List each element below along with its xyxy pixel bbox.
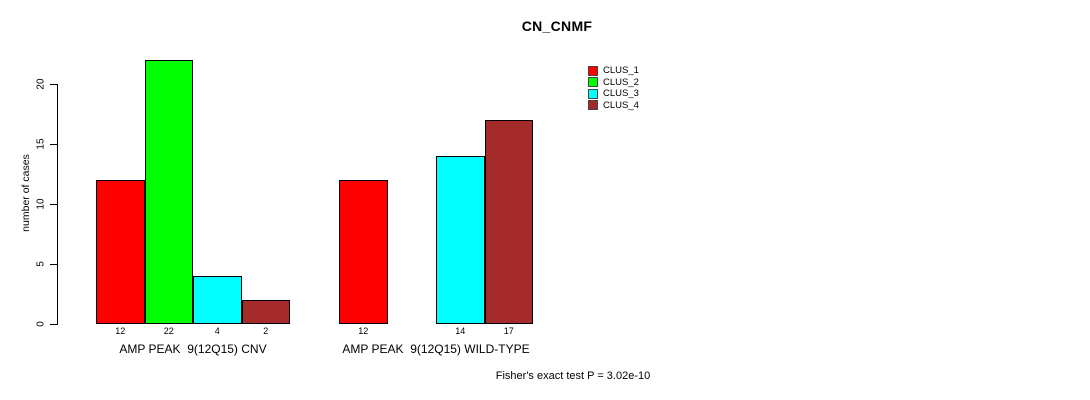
y-axis-tick <box>50 143 57 145</box>
y-axis-tick <box>50 323 57 325</box>
y-axis-tick-label: 20 <box>35 78 47 90</box>
bar-value-label: 12 <box>358 326 369 336</box>
y-axis-tick <box>50 83 57 85</box>
legend-label: CLUS_1 <box>603 65 639 77</box>
legend-item-clus_1: CLUS_1 <box>588 65 639 77</box>
y-axis-line <box>57 83 58 325</box>
legend-label: CLUS_2 <box>603 76 639 88</box>
legend-label: CLUS_4 <box>603 99 639 111</box>
y-axis-tick-label: 0 <box>35 321 47 327</box>
bar-value-label: 4 <box>214 326 220 336</box>
y-axis-label: number of cases <box>20 154 32 232</box>
bar-value-label: 12 <box>115 326 126 336</box>
x-axis-group-label: AMP PEAK 9(12Q15) WILD-TYPE <box>342 342 530 356</box>
legend-item-clus_2: CLUS_2 <box>588 77 639 89</box>
bar-value-label: 22 <box>163 326 174 336</box>
bar-clus_4-group1 <box>241 299 290 324</box>
y-axis-tick-label: 15 <box>35 138 47 150</box>
bar-clus_1-group1 <box>96 179 145 324</box>
bar-clus_3-group2 <box>436 155 485 324</box>
legend-item-clus_3: CLUS_3 <box>588 88 639 100</box>
bar-value-label: 14 <box>455 326 466 336</box>
y-axis-tick <box>50 263 57 265</box>
bar-value-label: 2 <box>263 326 269 336</box>
bar-clus_1-group2 <box>339 179 388 324</box>
y-axis-tick <box>50 203 57 205</box>
bar-clus_2-group1 <box>144 59 193 324</box>
y-axis-tick-label: 10 <box>35 198 47 210</box>
bar-clus_3-group1 <box>193 275 242 324</box>
legend-label: CLUS_3 <box>603 88 639 100</box>
bar-value-label: 17 <box>503 326 514 336</box>
fisher-test-annotation: Fisher's exact test P = 3.02e-10 <box>495 370 651 382</box>
legend-item-clus_4: CLUS_4 <box>588 100 639 112</box>
legend-swatch-icon <box>588 77 598 88</box>
legend-swatch-icon <box>588 100 598 111</box>
legend-swatch-icon <box>588 88 598 99</box>
bar-clus_4-group2 <box>484 119 533 324</box>
legend: CLUS_1 CLUS_2 CLUS_3 CLUS_4 <box>588 65 639 111</box>
chart-title: CN_CNMF <box>521 18 593 34</box>
y-axis-tick-label: 5 <box>35 261 47 267</box>
x-axis-group-label: AMP PEAK 9(12Q15) CNV <box>119 342 267 356</box>
legend-swatch-icon <box>588 65 598 76</box>
